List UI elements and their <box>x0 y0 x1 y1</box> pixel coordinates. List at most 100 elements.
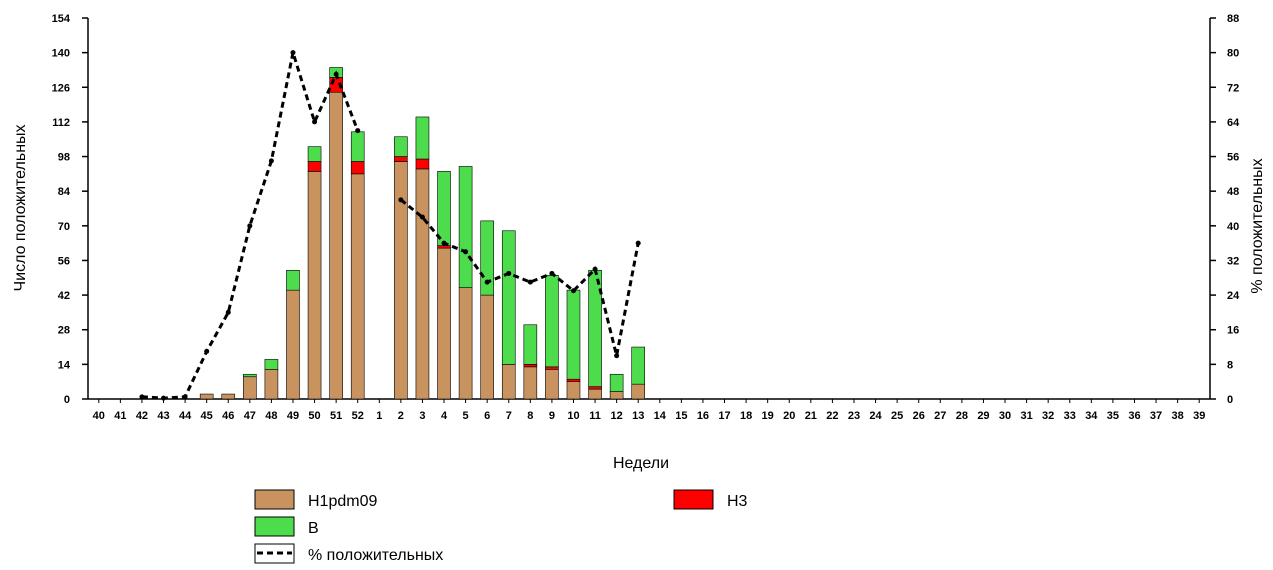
x-tick-label: 50 <box>308 410 320 422</box>
x-tick-label: 11 <box>589 410 601 422</box>
bar-h3-3 <box>415 158 430 170</box>
y2-tick-label: 56 <box>1227 152 1239 164</box>
y2-tick-label: 0 <box>1227 394 1233 406</box>
percent-point-48 <box>268 158 274 164</box>
x-tick-label: 26 <box>913 410 925 422</box>
percent-point-44 <box>182 394 188 400</box>
x-tick-label: 40 <box>93 410 105 422</box>
y2-tick-label: 64 <box>1227 117 1240 129</box>
percent-point-52 <box>355 128 361 134</box>
x-tick-label: 43 <box>157 410 169 422</box>
y-axis-title: Число положительных <box>12 124 29 291</box>
x-tick-label: 38 <box>1172 410 1184 422</box>
x-tick-label: 37 <box>1150 410 1162 422</box>
y2-tick-label: 32 <box>1227 255 1239 267</box>
legend-label-h1pdm09: H1pdm09 <box>308 493 377 510</box>
bar-h1pdm09-6 <box>480 294 494 400</box>
bar-h1pdm09-46 <box>221 393 236 400</box>
bar-h1pdm09-47 <box>243 376 257 400</box>
ticks-group: 0142842567084981121261401540816243240485… <box>52 13 1240 422</box>
percent-point-7 <box>506 270 512 276</box>
legend-swatch-h1pdm09 <box>254 489 295 510</box>
y2-axis-title: % положительных <box>1249 158 1266 293</box>
x-tick-label: 12 <box>611 410 623 422</box>
x-tick-label: 15 <box>675 410 687 422</box>
bar-b-47 <box>243 373 257 378</box>
x-tick-label: 31 <box>1020 410 1032 422</box>
bar-b-11 <box>588 270 602 387</box>
y2-tick-label: 80 <box>1227 48 1239 60</box>
x-tick-label: 24 <box>869 410 882 422</box>
x-tick-label: 20 <box>783 410 795 422</box>
percent-point-4 <box>441 240 447 246</box>
x-tick-label: 6 <box>484 410 490 422</box>
x-tick-label: 32 <box>1042 410 1054 422</box>
percent-point-49 <box>290 50 296 56</box>
legend-label-percent: % положительных <box>308 547 443 564</box>
bar-h1pdm09-11 <box>588 388 602 400</box>
bar-h1pdm09-12 <box>609 391 624 400</box>
bar-h1pdm09-50 <box>307 171 322 400</box>
bar-b-13 <box>631 346 646 385</box>
percent-point-45 <box>204 348 210 354</box>
bar-h1pdm09-10 <box>566 381 581 400</box>
bar-h1pdm09-3 <box>415 168 430 400</box>
x-tick-label: 8 <box>527 410 533 422</box>
bar-h1pdm09-49 <box>286 289 300 400</box>
x-tick-label: 25 <box>891 410 903 422</box>
bar-h1pdm09-2 <box>394 161 408 400</box>
x-tick-label: 49 <box>287 410 299 422</box>
bar-b-10 <box>566 289 581 380</box>
x-tick-label: 45 <box>201 410 213 422</box>
x-tick-label: 47 <box>244 410 256 422</box>
percent-point-11 <box>592 266 598 272</box>
bar-h3-4 <box>437 245 451 249</box>
bar-b-50 <box>307 146 322 162</box>
y-tick-label: 42 <box>58 290 70 302</box>
x-tick-label: 30 <box>999 410 1011 422</box>
x-tick-label: 28 <box>956 410 968 422</box>
x-tick-label: 36 <box>1128 410 1140 422</box>
legend: H1pdm09 H3 B % положительных <box>254 489 748 564</box>
y-tick-label: 154 <box>52 13 71 25</box>
bar-h3-52 <box>350 161 365 175</box>
percent-line-segment <box>399 198 640 357</box>
bar-b-48 <box>264 359 279 370</box>
bar-h3-8 <box>523 364 538 368</box>
bar-b-8 <box>523 324 538 365</box>
x-tick-label: 42 <box>136 410 148 422</box>
percent-line-group <box>139 50 641 401</box>
percent-point-13 <box>635 240 641 246</box>
bar-h3-10 <box>566 378 581 382</box>
x-tick-label: 19 <box>762 410 774 422</box>
percent-point-46 <box>225 309 231 315</box>
bar-h3-50 <box>307 161 322 172</box>
x-tick-label: 14 <box>654 410 667 422</box>
x-tick-label: 34 <box>1085 410 1098 422</box>
bar-b-12 <box>609 373 624 392</box>
legend-swatch-h3 <box>673 489 714 510</box>
x-tick-label: 16 <box>697 410 709 422</box>
percent-point-3 <box>419 214 425 220</box>
bar-h1pdm09-13 <box>631 383 646 400</box>
bar-b-5 <box>458 166 473 288</box>
percent-point-5 <box>463 249 469 255</box>
bar-b-49 <box>286 270 300 291</box>
y-tick-label: 56 <box>58 255 70 267</box>
y-tick-label: 98 <box>58 152 70 164</box>
percent-point-8 <box>527 279 533 285</box>
y2-tick-label: 8 <box>1227 359 1233 371</box>
x-tick-label: 5 <box>463 410 469 422</box>
bar-h1pdm09-5 <box>458 287 473 400</box>
bar-b-52 <box>350 131 365 162</box>
y2-tick-label: 88 <box>1227 13 1239 25</box>
y-tick-label: 140 <box>52 48 70 60</box>
x-tick-label: 13 <box>632 410 644 422</box>
bar-h3-2 <box>394 156 408 162</box>
x-tick-label: 52 <box>352 410 364 422</box>
x-axis-title: Недели <box>613 455 669 472</box>
percent-point-43 <box>161 395 167 401</box>
percent-point-10 <box>570 288 576 294</box>
